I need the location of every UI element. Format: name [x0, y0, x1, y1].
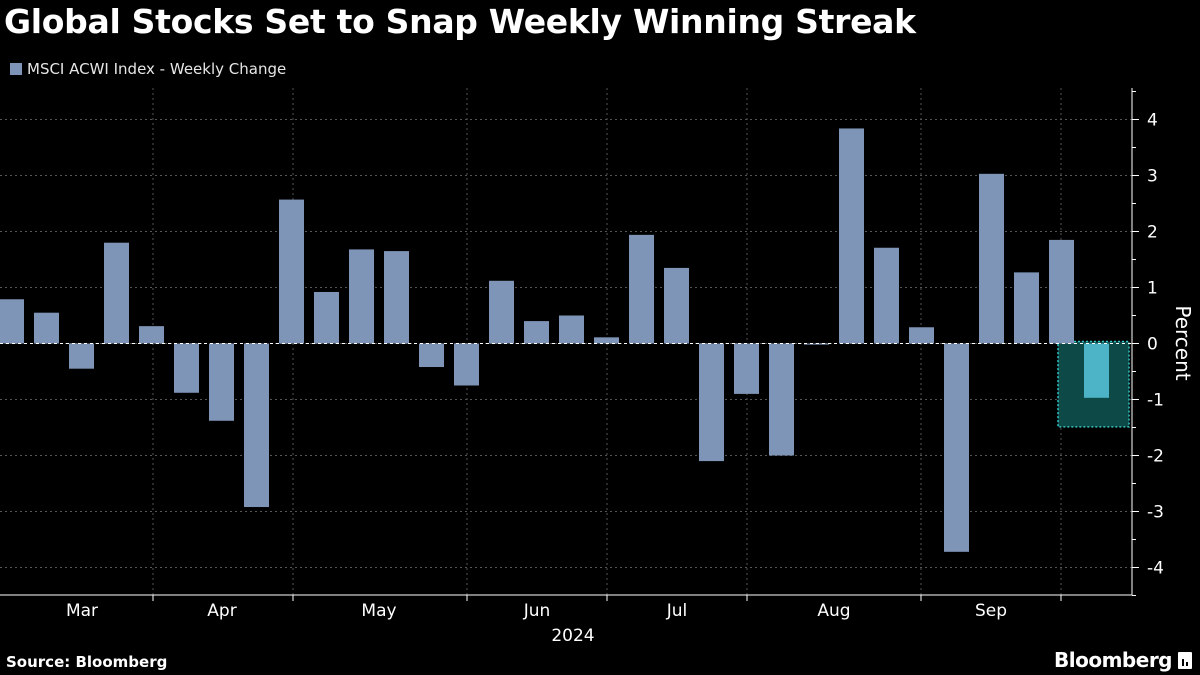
y-tick-label: -1: [1147, 391, 1164, 411]
bar: [1014, 272, 1039, 344]
bar: [629, 234, 654, 344]
x-tick-label: Jul: [666, 601, 688, 621]
y-tick-label: -4: [1147, 559, 1164, 579]
bar: [489, 280, 514, 344]
x-tick-label: May: [361, 601, 396, 621]
bloomberg-logo: Bloomberg: [1054, 648, 1192, 672]
bar: [349, 249, 374, 344]
x-tick-label: Sep: [975, 601, 1007, 621]
bar: [874, 247, 899, 344]
bar: [769, 343, 794, 456]
bar: [104, 242, 129, 344]
bar: [1084, 343, 1109, 398]
source-note: Source: Bloomberg: [6, 653, 168, 671]
bar: [244, 343, 269, 508]
bar: [69, 343, 94, 369]
y-axis-title: Percent: [1171, 305, 1195, 380]
axes: [0, 88, 1139, 601]
legend-label: MSCI ACWI Index - Weekly Change: [27, 60, 287, 78]
y-tick-label: 1: [1147, 279, 1158, 299]
axis-labels: 4 3 2 1 0 -1 -2 -3 -4 Percent Mar Apr May Jun Jul Aug Se…: [66, 111, 1195, 647]
bar: [839, 128, 864, 344]
bars: [0, 128, 1109, 552]
x-tick-label: Jun: [523, 601, 551, 621]
logo-text: Bloomberg: [1054, 648, 1172, 672]
bar: [804, 343, 829, 345]
bar: [314, 291, 339, 344]
bar: [699, 343, 724, 462]
y-tick-label: -2: [1147, 447, 1164, 467]
legend-swatch: [10, 63, 22, 75]
bar: [664, 267, 689, 344]
x-tick-label: Aug: [817, 601, 850, 621]
y-tick-label: 0: [1147, 335, 1158, 355]
bar: [909, 327, 934, 344]
logo-mark-icon: [1178, 651, 1192, 669]
bar: [944, 343, 969, 552]
y-tick-label: -3: [1147, 503, 1164, 523]
legend: MSCI ACWI Index - Weekly Change: [10, 60, 286, 78]
x-tick-label: Mar: [66, 601, 98, 621]
bar: [1049, 239, 1074, 344]
bar: [0, 299, 24, 344]
bar: [209, 343, 234, 421]
bar: [419, 343, 444, 368]
bar: [139, 326, 164, 344]
chart-title: Global Stocks Set to Snap Weekly Winning…: [4, 2, 916, 41]
bar: [384, 251, 409, 344]
bar: [594, 337, 619, 344]
y-tick-label: 4: [1147, 111, 1158, 131]
bar: [559, 315, 584, 344]
bar: [734, 343, 759, 394]
bar: [34, 312, 59, 344]
bar: [524, 321, 549, 344]
bar: [979, 173, 1004, 344]
bar: [174, 343, 199, 393]
x-tick-label: Apr: [207, 601, 236, 621]
y-tick-label: 3: [1147, 167, 1158, 187]
x-axis-year-label: 2024: [551, 626, 594, 646]
y-tick-label: 2: [1147, 223, 1158, 243]
bar: [454, 343, 479, 386]
bar: [279, 199, 304, 344]
